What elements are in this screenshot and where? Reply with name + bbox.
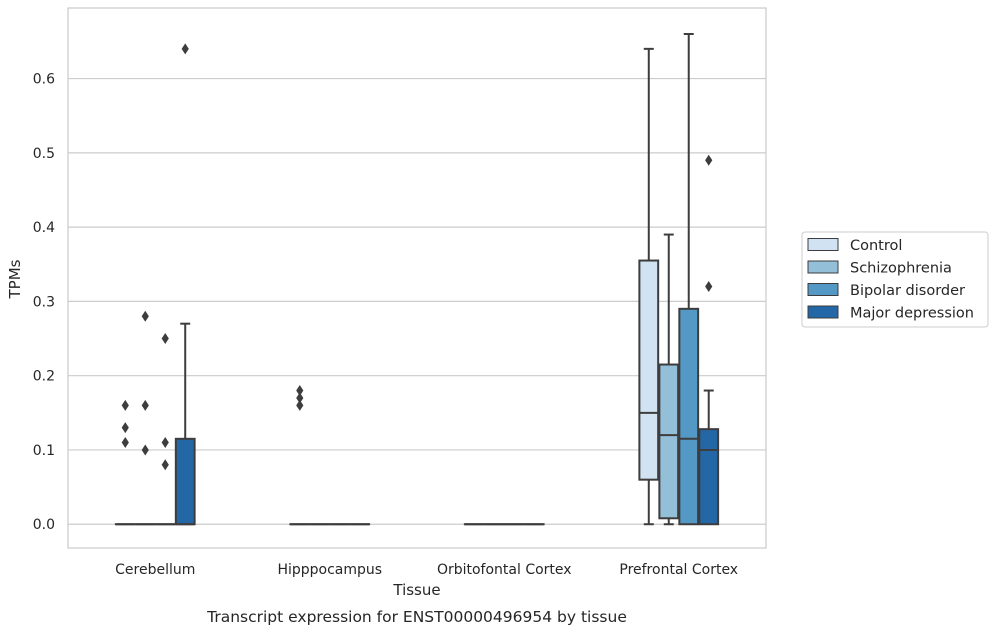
outlier-point (161, 437, 169, 449)
y-tick-label: 0.0 (33, 517, 55, 533)
box-mark (638, 47, 660, 526)
box-body (678, 307, 700, 526)
x-axis-label: Tissue (392, 581, 440, 599)
outlier-point (161, 333, 169, 345)
legend-item[interactable]: Major depression (807, 305, 974, 322)
legend-item[interactable]: Control (807, 238, 902, 254)
legend-swatch (807, 260, 839, 274)
x-tick-label: Hipppocampus (277, 562, 382, 578)
legend-label: Schizophrenia (850, 261, 952, 277)
box-body (174, 437, 196, 526)
y-tick-label: 0.6 (33, 72, 55, 88)
y-tick-label: 0.5 (33, 146, 55, 162)
legend-swatch (807, 238, 839, 251)
y-tick-label: 0.3 (33, 294, 55, 310)
outlier-point (296, 392, 304, 404)
box-body (638, 259, 660, 481)
legend-swatch (807, 283, 839, 296)
box-mark (134, 310, 156, 526)
y-tick-labels: 0.0 0.1 0.2 0.3 0.4 0.5 0.6 (33, 72, 55, 534)
legend-item[interactable]: Schizophrenia (807, 260, 952, 277)
outlier-point (296, 385, 304, 397)
y-tick-label: 0.2 (33, 369, 55, 385)
box-mark (289, 385, 311, 526)
box-mark (154, 333, 176, 526)
series-schizophrenia (134, 233, 680, 526)
box-mark (658, 233, 680, 526)
chart-title: Transcript expression for ENST0000049695… (206, 608, 627, 626)
legend[interactable]: Control Schizophrenia Bipolar disorder Majo… (801, 231, 989, 328)
outlier-point (121, 399, 129, 411)
box-series (114, 32, 720, 526)
y-tick-label: 0.1 (33, 443, 55, 459)
legend-label: Major depression (850, 306, 974, 322)
x-tick-label: Prefrontal Cortex (619, 562, 738, 578)
y-tick-label: 0.4 (33, 220, 55, 236)
x-tick-labels: Cerebellum Hipppocampus Orbitofontal Corte… (115, 562, 738, 578)
outlier-point (161, 459, 169, 471)
x-tick-label: Cerebellum (115, 562, 195, 578)
outlier-point (141, 444, 149, 456)
series-bipolar-disorder (154, 32, 700, 526)
box-body (698, 428, 720, 526)
box-mark (114, 399, 136, 526)
legend-box (801, 231, 989, 328)
y-axis-label: TPMs (6, 259, 24, 299)
outlier-point (705, 281, 713, 293)
legend-swatch (807, 305, 839, 319)
outlier-point (141, 310, 149, 322)
outlier-point (705, 154, 713, 166)
box-body (658, 363, 680, 520)
outlier-point (181, 43, 189, 55)
box-mark (678, 32, 700, 526)
series-major-depression (174, 43, 720, 526)
series-control (114, 47, 660, 526)
box-mark (698, 154, 720, 526)
outlier-point (121, 437, 129, 449)
legend-item[interactable]: Bipolar disorder (807, 283, 965, 299)
legend-label: Control (850, 238, 902, 254)
x-tick-label: Orbitofontal Cortex (437, 562, 572, 578)
outlier-point (296, 399, 304, 411)
outlier-point (121, 422, 129, 434)
outlier-point (141, 399, 149, 411)
axes-frame (67, 7, 767, 549)
legend-label: Bipolar disorder (850, 283, 965, 299)
box-mark (174, 43, 196, 526)
